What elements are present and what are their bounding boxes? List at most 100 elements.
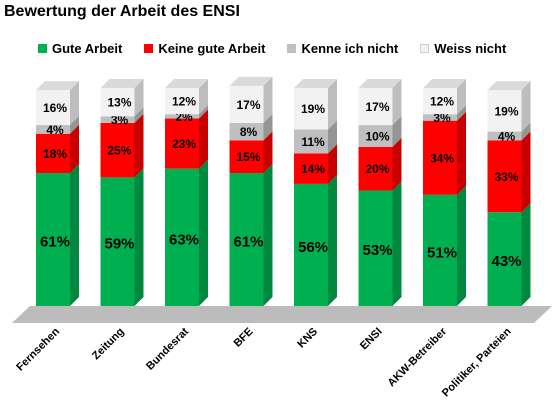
legend-label-kenne-ich-nicht: Kenne ich nicht (301, 41, 399, 56)
bar-kns-keine-gute-arbeit (294, 153, 328, 184)
bar-kns-kenne-ich-nicht (294, 129, 328, 154)
data-label-akw-betreiber-weiss-nicht: 12% (430, 95, 454, 109)
bar-akw-betreiber-gute-arbeit-side (457, 185, 466, 306)
x-tick-label-zeitung: Zeitung (90, 326, 127, 363)
data-label-politiker-parteien-kenne-ich-nicht: 4% (498, 129, 516, 143)
bar-zeitung-weiss-nicht-top (100, 79, 144, 88)
bar-ensi-kenne-ich-nicht-side (392, 116, 402, 147)
bar-politiker-parteien-weiss-nicht (487, 90, 522, 132)
bar-fernsehen-weiss-nicht (36, 90, 70, 126)
bar-zeitung-kenne-ich-nicht (100, 116, 135, 123)
bar-akw-betreiber-weiss-nicht (423, 88, 457, 115)
bar-ensi-keine-gute-arbeit-side (392, 137, 402, 191)
bar-zeitung-gute-arbeit-side (134, 168, 144, 306)
bar-bfe-kenne-ich-nicht-side (263, 113, 273, 141)
data-label-ensi-gute-arbeit: 53% (362, 242, 392, 259)
bar-zeitung-keine-gute-arbeit-side (134, 113, 144, 178)
data-label-kns-keine-gute-arbeit: 14% (301, 162, 325, 176)
data-label-bundesrat-weiss-nicht: 12% (172, 95, 196, 109)
bar-kns-kenne-ich-nicht-side (328, 120, 337, 154)
bar-ensi-weiss-nicht-top (358, 79, 402, 88)
x-tick-label-ensi: ENSI (358, 326, 385, 353)
bar-ensi-kenne-ich-nicht (358, 125, 393, 147)
bar-politiker-parteien-weiss-nicht-top (487, 81, 531, 91)
legend-item-weiss-nicht: Weiss nicht (420, 41, 506, 56)
data-label-akw-betreiber-gute-arbeit: 51% (427, 244, 457, 261)
bar-akw-betreiber-weiss-nicht-side (457, 79, 466, 115)
legend-label-keine-gute-arbeit: Keine gute Arbeit (158, 41, 266, 56)
data-label-fernsehen-kenne-ich-nicht: 4% (46, 123, 64, 137)
data-label-fernsehen-keine-gute-arbeit: 18% (43, 147, 67, 161)
data-label-bfe-keine-gute-arbeit: 15% (236, 150, 260, 164)
data-label-politiker-parteien-gute-arbeit: 43% (491, 253, 521, 270)
data-label-zeitung-weiss-nicht: 13% (107, 96, 131, 110)
bar-politiker-parteien-kenne-ich-nicht-side (521, 122, 531, 141)
data-label-kns-gute-arbeit: 56% (298, 239, 328, 256)
x-tick-label-fernsehen: Fernsehen (14, 325, 62, 373)
bar-bfe-kenne-ich-nicht (229, 122, 264, 141)
x-tick-label-bfe: BFE (232, 326, 256, 350)
bar-fernsehen-keine-gute-arbeit (36, 133, 70, 174)
data-label-ensi-keine-gute-arbeit: 20% (365, 162, 389, 176)
bar-kns-weiss-nicht (294, 88, 328, 130)
bar-ensi-keine-gute-arbeit (358, 146, 393, 191)
data-label-bfe-weiss-nicht: 17% (236, 98, 260, 112)
bar-ensi-gute-arbeit (358, 190, 393, 306)
bar-fernsehen-weiss-nicht-side (70, 81, 79, 126)
bar-akw-betreiber-kenne-ich-nicht-side (457, 105, 466, 121)
chart-floor (12, 306, 552, 323)
bar-akw-betreiber-weiss-nicht-top (423, 79, 466, 88)
bar-kns-gute-arbeit (294, 183, 328, 306)
data-label-politiker-parteien-weiss-nicht: 19% (494, 104, 518, 118)
legend-label-gute-arbeit: Gute Arbeit (52, 41, 123, 56)
bar-fernsehen-kenne-ich-nicht-side (70, 116, 79, 134)
bar-bfe-weiss-nicht (229, 85, 264, 123)
bar-zeitung-weiss-nicht (100, 88, 135, 117)
bar-akw-betreiber-kenne-ich-nicht (423, 114, 457, 121)
legend-swatch-gute-arbeit (38, 44, 47, 53)
bar-politiker-parteien-weiss-nicht-side (521, 81, 531, 132)
bar-bundesrat-weiss-nicht-side (199, 79, 208, 115)
legend-label-weiss-nicht: Weiss nicht (434, 41, 507, 56)
legend-item-keine-gute-arbeit: Keine gute Arbeit (144, 41, 265, 56)
bar-akw-betreiber-gute-arbeit (423, 194, 457, 306)
bar-bundesrat-weiss-nicht-top (165, 79, 208, 88)
legend-item-gute-arbeit: Gute Arbeit (38, 41, 122, 56)
bar-zeitung-kenne-ich-nicht-side (134, 107, 144, 123)
bar-politiker-parteien-gute-arbeit-side (521, 203, 531, 306)
bar-bundesrat-weiss-nicht (165, 88, 199, 115)
bar-bfe-keine-gute-arbeit-side (263, 131, 273, 174)
bar-politiker-parteien-gute-arbeit (487, 212, 522, 306)
bar-kns-weiss-nicht-top (294, 79, 337, 88)
bar-bundesrat-kenne-ich-nicht-side (199, 105, 208, 119)
x-tick-label-politiker-parteien: Politiker, Parteien (440, 325, 514, 399)
data-label-zeitung-kenne-ich-nicht: 3% (111, 113, 129, 127)
data-label-politiker-parteien-keine-gute-arbeit: 33% (494, 170, 518, 184)
legend-item-kenne-ich-nicht: Kenne ich nicht (287, 41, 398, 56)
bar-zeitung-weiss-nicht-side (134, 79, 144, 117)
bar-fernsehen-keine-gute-arbeit-side (70, 124, 79, 174)
bar-fernsehen-kenne-ich-nicht (36, 125, 70, 134)
bar-fernsehen-gute-arbeit-side (70, 164, 79, 306)
bar-politiker-parteien-keine-gute-arbeit-side (521, 131, 531, 213)
data-label-bfe-kenne-ich-nicht: 8% (240, 125, 258, 139)
bar-bfe-weiss-nicht-side (263, 76, 273, 123)
bar-ensi-weiss-nicht (358, 88, 393, 126)
x-tick-label-kns: KNS (295, 326, 320, 351)
x-tick-label-bundesrat: Bundesrat (144, 325, 191, 372)
bar-bundesrat-gute-arbeit (165, 168, 199, 306)
bar-akw-betreiber-keine-gute-arbeit-side (457, 111, 466, 195)
legend-swatch-weiss-nicht (420, 44, 430, 53)
data-label-fernsehen-weiss-nicht: 16% (43, 101, 67, 115)
data-label-ensi-weiss-nicht: 17% (365, 100, 389, 114)
data-label-akw-betreiber-kenne-ich-nicht: 3% (433, 111, 451, 125)
data-label-fernsehen-gute-arbeit: 61% (40, 234, 70, 251)
data-label-zeitung-gute-arbeit: 59% (104, 236, 134, 253)
chart-title: Bewertung der Arbeit des ENSI (4, 3, 240, 20)
bar-bfe-keine-gute-arbeit (229, 140, 264, 174)
bar-kns-weiss-nicht-side (328, 79, 337, 130)
x-tick-label-akw-betreiber: AKW-Betreiber (385, 325, 449, 389)
bar-fernsehen-weiss-nicht-top (36, 81, 79, 91)
